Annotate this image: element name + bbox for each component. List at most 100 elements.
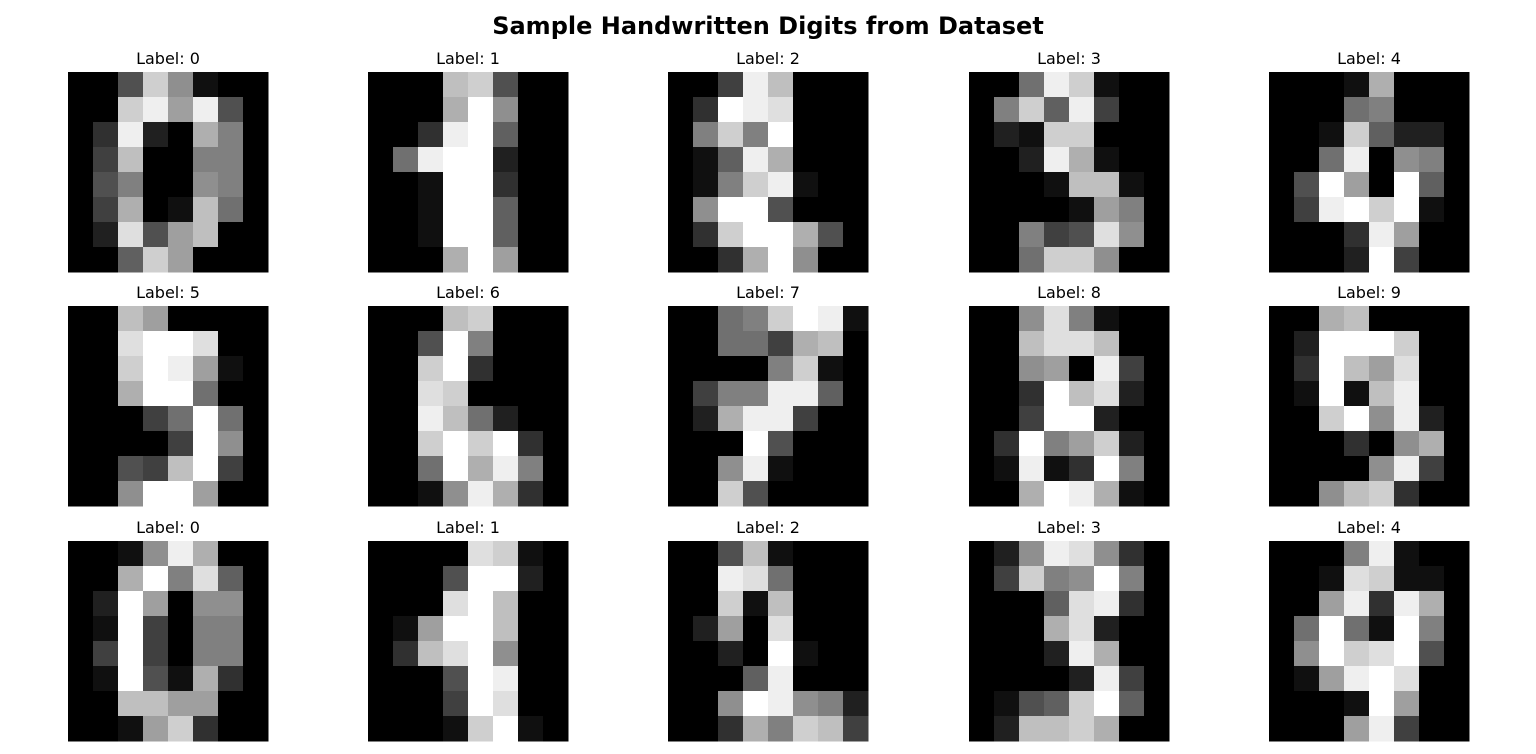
pixel-cell — [68, 481, 94, 507]
pixel-cell — [793, 566, 819, 592]
pixel-cell — [818, 247, 844, 273]
pixel-cell — [493, 306, 519, 332]
pixel-cell — [994, 406, 1020, 432]
pixel-cell — [1419, 616, 1445, 642]
pixel-cell — [393, 541, 419, 567]
pixel-cell — [793, 691, 819, 717]
pixel-cell — [93, 222, 119, 248]
pixel-cell — [518, 147, 544, 173]
pixel-cell — [368, 541, 394, 567]
pixel-cell — [493, 616, 519, 642]
pixel-cell — [218, 691, 244, 717]
pixel-cell — [218, 406, 244, 432]
pixel-cell — [1019, 331, 1045, 357]
pixel-cell — [93, 591, 119, 617]
pixel-cell — [1419, 122, 1445, 148]
pixel-cell — [1019, 566, 1045, 592]
pixel-cell — [1369, 72, 1395, 98]
digit-panel: Label: 4 — [1269, 49, 1470, 273]
pixel-cell — [1144, 222, 1170, 248]
pixel-cell — [93, 541, 119, 567]
pixel-cell — [168, 147, 194, 173]
pixel-cell — [969, 641, 995, 667]
panel-title: Label: 4 — [1337, 49, 1401, 68]
pixel-cell — [693, 381, 719, 407]
pixel-cell — [994, 306, 1020, 332]
pixel-cell — [1394, 541, 1420, 567]
pixel-cell — [843, 97, 869, 123]
pixel-cell — [1419, 406, 1445, 432]
pixel-cell — [93, 716, 119, 742]
pixel-cell — [793, 541, 819, 567]
pixel-cell — [768, 666, 794, 692]
pixel-cell — [1019, 147, 1045, 173]
pixel-cell — [1369, 197, 1395, 223]
pixel-cell — [1294, 197, 1320, 223]
pixel-cell — [1344, 591, 1370, 617]
pixel-cell — [843, 147, 869, 173]
pixel-cell — [393, 716, 419, 742]
pixel-cell — [168, 172, 194, 198]
pixel-cell — [1444, 541, 1470, 567]
pixel-cell — [543, 481, 569, 507]
pixel-cell — [493, 147, 519, 173]
pixel-cell — [1044, 481, 1070, 507]
pixel-cell — [969, 591, 995, 617]
pixel-cell — [693, 97, 719, 123]
pixel-cell — [518, 172, 544, 198]
panel-title: Label: 0 — [136, 49, 200, 68]
pixel-cell — [493, 197, 519, 223]
pixel-cell — [1319, 716, 1345, 742]
pixel-cell — [793, 381, 819, 407]
pixel-cell — [118, 616, 144, 642]
pixel-cell — [718, 481, 744, 507]
pixel-cell — [1094, 406, 1120, 432]
pixel-cell — [418, 356, 444, 382]
pixel-cell — [693, 691, 719, 717]
pixel-cell — [543, 356, 569, 382]
pixel-cell — [1069, 331, 1095, 357]
pixel-cell — [243, 566, 269, 592]
pixel-cell — [1069, 97, 1095, 123]
pixel-cell — [1144, 306, 1170, 332]
pixel-cell — [1144, 356, 1170, 382]
pixel-cell — [793, 591, 819, 617]
pixel-cell — [1319, 481, 1345, 507]
pixel-cell — [443, 541, 469, 567]
digit-panel: Label: 8 — [969, 283, 1170, 507]
pixel-cell — [468, 97, 494, 123]
pixel-cell — [1319, 331, 1345, 357]
pixel-cell — [994, 222, 1020, 248]
pixel-cell — [393, 197, 419, 223]
pixel-cell — [1394, 356, 1420, 382]
pixel-cell — [1319, 356, 1345, 382]
pixel-cell — [994, 456, 1020, 482]
pixel-cell — [1094, 641, 1120, 667]
pixel-cell — [1369, 666, 1395, 692]
pixel-cell — [418, 72, 444, 98]
pixel-cell — [118, 356, 144, 382]
pixel-cell — [1394, 591, 1420, 617]
pixel-cell — [443, 406, 469, 432]
pixel-cell — [518, 456, 544, 482]
panel-title: Label: 7 — [736, 283, 800, 302]
pixel-cell — [1044, 691, 1070, 717]
pixel-cell — [843, 591, 869, 617]
pixel-cell — [1094, 381, 1120, 407]
pixel-cell — [668, 97, 694, 123]
pixel-cell — [1019, 406, 1045, 432]
pixel-cell — [93, 247, 119, 273]
pixel-cell — [718, 222, 744, 248]
pixel-cell — [1444, 406, 1470, 432]
pixel-cell — [493, 72, 519, 98]
pixel-cell — [168, 406, 194, 432]
pixel-cell — [518, 306, 544, 332]
pixel-cell — [1344, 481, 1370, 507]
pixel-cell — [1069, 716, 1095, 742]
pixel-cell — [1294, 666, 1320, 692]
pixel-cell — [468, 172, 494, 198]
panel-title: Label: 5 — [136, 283, 200, 302]
pixel-cell — [1144, 197, 1170, 223]
pixel-cell — [1119, 406, 1145, 432]
pixel-cell — [1319, 381, 1345, 407]
